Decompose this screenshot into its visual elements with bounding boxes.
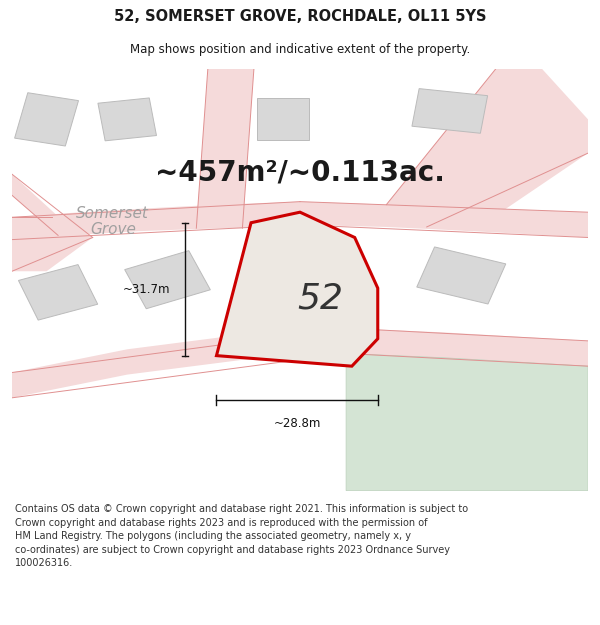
Polygon shape — [12, 328, 588, 398]
Polygon shape — [98, 98, 157, 141]
Polygon shape — [217, 212, 378, 366]
Text: 52, SOMERSET GROVE, ROCHDALE, OL11 5YS: 52, SOMERSET GROVE, ROCHDALE, OL11 5YS — [114, 9, 486, 24]
Text: ~31.7m: ~31.7m — [123, 282, 170, 296]
Polygon shape — [125, 251, 211, 309]
Text: Somerset
Grove: Somerset Grove — [76, 206, 149, 237]
Text: ~28.8m: ~28.8m — [274, 417, 321, 430]
Text: Contains OS data © Crown copyright and database right 2021. This information is : Contains OS data © Crown copyright and d… — [15, 504, 468, 569]
Polygon shape — [12, 174, 92, 238]
Polygon shape — [12, 202, 588, 239]
Polygon shape — [386, 69, 588, 231]
Polygon shape — [412, 89, 488, 133]
Polygon shape — [257, 98, 308, 141]
Polygon shape — [19, 264, 98, 320]
Text: ~457m²/~0.113ac.: ~457m²/~0.113ac. — [155, 158, 445, 186]
Polygon shape — [14, 92, 79, 146]
Polygon shape — [251, 266, 337, 319]
Polygon shape — [417, 247, 506, 304]
Polygon shape — [346, 354, 588, 491]
Polygon shape — [12, 217, 92, 271]
Text: 52: 52 — [297, 282, 343, 316]
Polygon shape — [196, 69, 254, 228]
Text: Map shows position and indicative extent of the property.: Map shows position and indicative extent… — [130, 42, 470, 56]
